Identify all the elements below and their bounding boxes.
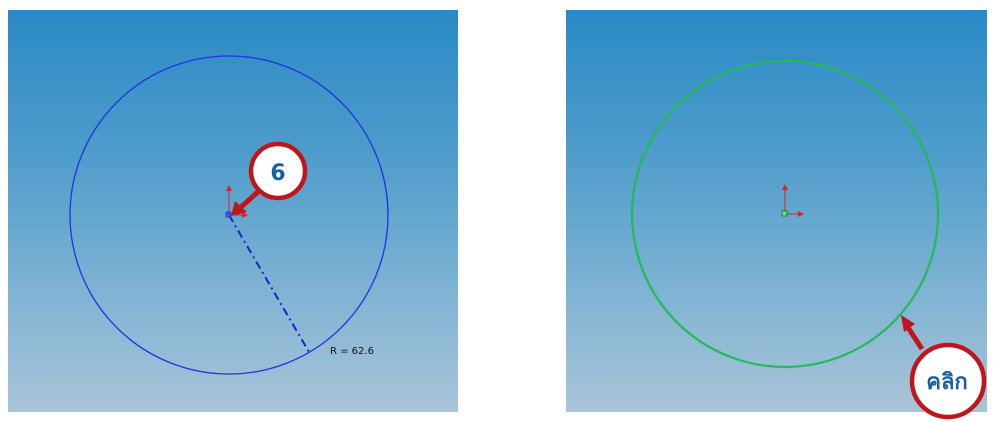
callout-arrow-icon — [904, 324, 925, 351]
step-number: 6 — [270, 161, 285, 186]
step-callout: 6 — [231, 141, 308, 216]
callout-arrow-icon — [238, 188, 262, 210]
origin-axis-icon — [781, 184, 804, 217]
sketch-circle-preview[interactable] — [69, 55, 389, 375]
click-label: คลิก — [926, 370, 968, 395]
sketch-circle-completed[interactable] — [630, 59, 940, 369]
click-callout: คลิก — [901, 315, 987, 420]
radius-readout: R = 62.6 — [330, 346, 374, 357]
sketch-canvas-left[interactable]: R = 62.6 6 — [8, 10, 458, 412]
sketch-canvas-right[interactable]: คลิก — [566, 10, 987, 420]
radius-line — [228, 214, 310, 353]
origin-axis-icon — [225, 185, 248, 218]
sketch-viewport-right[interactable]: คลิก — [566, 10, 987, 420]
sketch-viewport-left[interactable]: R = 62.6 6 — [8, 10, 458, 412]
